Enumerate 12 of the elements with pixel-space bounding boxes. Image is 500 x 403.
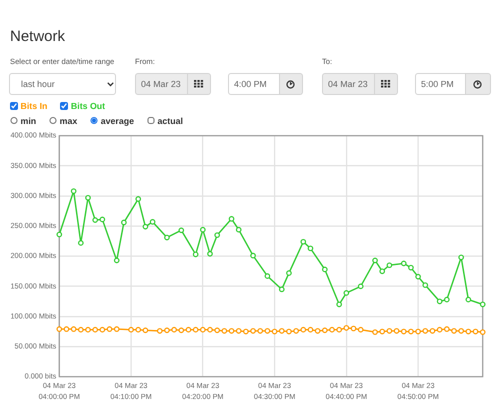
text: Bits In (20, 100, 48, 112)
text: min (20, 114, 36, 126)
text: Bits Out (70, 100, 106, 112)
text: average (100, 114, 134, 126)
date-field: 04 Mar 23 (135, 73, 188, 95)
text: actual (158, 114, 183, 126)
time-field: 5:00 PM (415, 73, 466, 95)
time-field: 4:00 PM (228, 73, 280, 95)
chart-title: Network (10, 28, 66, 45)
date-field: 04 Mar 23 (322, 73, 375, 95)
text: max (60, 114, 78, 126)
dropdown-field: last hour (9, 73, 116, 95)
